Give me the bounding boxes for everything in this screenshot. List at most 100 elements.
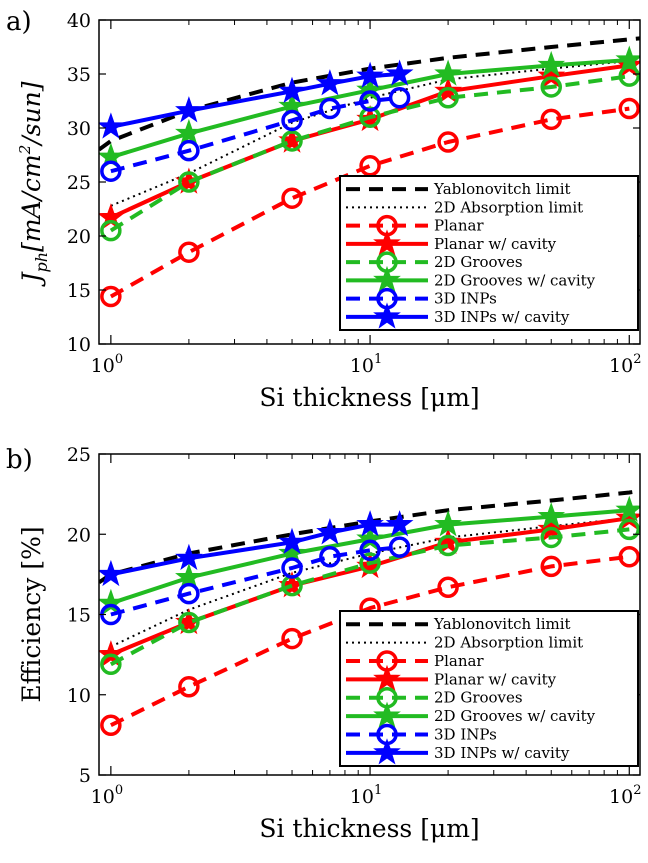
data-point	[316, 69, 344, 96]
x-tick-label: 101	[350, 783, 382, 808]
series-line	[110, 545, 400, 617]
data-point	[359, 106, 381, 128]
data-point	[388, 536, 411, 558]
x-tick-label: 102	[609, 783, 641, 808]
y-axis-title: Efficiency [%]	[17, 526, 46, 702]
x-tick-label: 102	[609, 352, 641, 377]
legend-entry: Yablonovitch limit	[433, 615, 571, 633]
data-point	[540, 526, 562, 549]
y-tick-label: 35	[67, 64, 91, 86]
data-point	[434, 510, 462, 537]
series-line	[110, 95, 400, 174]
data-point	[618, 97, 640, 120]
data-point	[385, 59, 414, 86]
data-point	[319, 545, 341, 568]
data-point	[359, 155, 381, 177]
data-point	[359, 90, 381, 112]
x-tick-label: 100	[91, 352, 123, 377]
data-point	[437, 534, 459, 557]
data-point	[434, 59, 462, 86]
data-point	[618, 545, 640, 568]
data-point	[540, 76, 562, 98]
y-tick-label: 25	[67, 172, 91, 194]
panel-label: a)	[6, 7, 32, 37]
legend-entry: 2D Grooves	[434, 689, 523, 707]
legend-marker	[373, 229, 401, 256]
legend-entry: 3D INPs w/ cavity	[434, 744, 570, 762]
legend-marker	[373, 664, 401, 692]
legend-entry: 3D INPs	[434, 290, 497, 308]
data-point	[178, 171, 200, 193]
data-point	[385, 510, 414, 537]
data-point	[178, 611, 200, 634]
data-point	[281, 130, 303, 152]
data-point	[359, 539, 381, 562]
data-point	[537, 61, 566, 88]
data-point	[178, 241, 200, 263]
y-tick-label: 10	[67, 334, 91, 356]
legend-entry: Planar w/ cavity	[434, 670, 557, 688]
legend-entry: 2D Grooves w/ cavity	[434, 707, 596, 725]
data-point	[100, 219, 122, 242]
data-point	[359, 552, 381, 574]
data-point	[615, 495, 640, 522]
data-point	[388, 87, 411, 109]
data-point	[278, 527, 306, 555]
legend-marker	[373, 738, 401, 765]
data-point	[437, 87, 459, 109]
x-tick-label: 100	[91, 783, 123, 808]
legend-entry: 3D INPs w/ cavity	[434, 308, 570, 326]
data-point	[537, 50, 566, 78]
plot-area	[99, 36, 640, 308]
y-tick-label: 5	[79, 765, 91, 787]
series-line	[110, 72, 400, 129]
data-point	[356, 524, 384, 551]
legend-entry: 3D INPs	[434, 725, 497, 743]
x-axis-title: Si thickness [μm]	[259, 814, 479, 843]
data-point	[281, 627, 303, 650]
legend-entry: 2D Grooves	[434, 253, 523, 271]
data-point	[316, 518, 344, 545]
series-line	[109, 74, 630, 233]
legend-marker	[373, 302, 401, 329]
data-point	[281, 557, 303, 579]
data-point	[281, 187, 303, 209]
legend-marker	[373, 701, 401, 728]
data-point	[537, 502, 566, 529]
y-tick-label: 15	[67, 605, 91, 627]
data-point	[540, 555, 562, 578]
data-point	[356, 75, 384, 102]
data-point	[100, 285, 122, 308]
legend-entry: Planar w/ cavity	[434, 235, 557, 253]
x-axis-title: Si thickness [μm]	[259, 383, 479, 412]
legend-entry: Yablonovitch limit	[433, 180, 571, 198]
data-point	[618, 65, 640, 87]
legend-entry: 2D Absorption limit	[434, 198, 583, 216]
panel-label: b)	[6, 445, 33, 475]
series-line	[109, 527, 630, 667]
series-line	[110, 554, 630, 727]
data-point	[100, 714, 122, 736]
legend-entry: 2D Absorption limit	[434, 634, 583, 652]
y-tick-label: 20	[67, 226, 91, 248]
data-point	[175, 96, 203, 123]
y-tick-label: 20	[67, 524, 91, 546]
data-point	[100, 160, 122, 182]
data-point	[281, 109, 303, 132]
data-point	[178, 675, 200, 698]
data-point	[99, 559, 125, 587]
data-point	[278, 76, 306, 104]
data-point	[100, 653, 122, 676]
data-point	[356, 510, 384, 537]
y-axis-title: Jph[mA/cm2/sun]	[16, 81, 51, 287]
data-point	[99, 112, 125, 139]
data-point	[175, 543, 203, 571]
y-tick-label: 40	[67, 10, 91, 32]
x-tick-label: 101	[350, 352, 382, 377]
plot-area	[99, 488, 640, 736]
y-tick-label: 15	[67, 280, 91, 302]
chart-panel-b: b) 5 10 15 20 25 100 101 102 Si thickness [μm] Eff…	[6, 444, 642, 843]
